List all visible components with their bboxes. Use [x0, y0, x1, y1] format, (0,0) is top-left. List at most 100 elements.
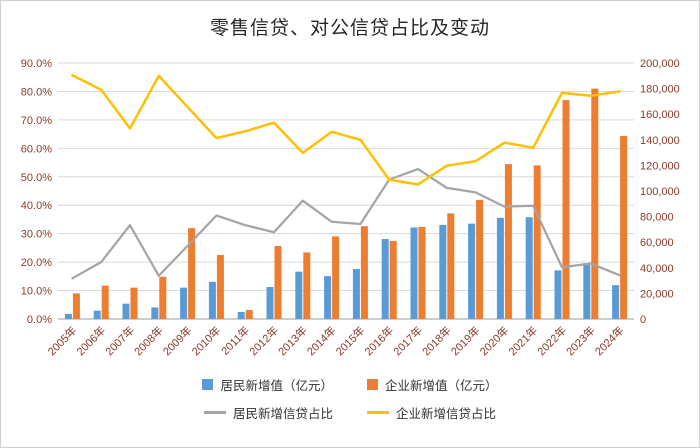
- legend-marker-resident-line-icon: [203, 411, 226, 414]
- bar-resident-new-value: [468, 223, 476, 319]
- x-axis-category-label: 2013年: [275, 323, 310, 358]
- line-corporate-credit-share: [71, 73, 621, 186]
- left-axis-tick-label: 80.0%: [21, 86, 52, 98]
- right-axis-tick-label: 140,000: [640, 135, 680, 147]
- x-axis-category-label: 2017年: [390, 323, 425, 358]
- bar-corporate-new-value: [159, 276, 167, 319]
- bar-resident-new-value: [180, 287, 188, 319]
- x-axis-category-label: 2022年: [534, 323, 569, 358]
- legend-item-corporate-share: 企业新增信贷占比: [367, 403, 496, 422]
- legend: 居民新增值（亿元） 企业新增值（亿元） 居民新增信贷占比 企业新增信贷占比: [1, 375, 699, 422]
- bar-resident-new-value: [122, 303, 130, 319]
- bar-corporate-new-value: [216, 255, 224, 319]
- x-axis-category-label: 2012年: [246, 323, 281, 358]
- right-axis-tick-label: 120,000: [640, 160, 680, 172]
- left-axis-tick-label: 50.0%: [21, 172, 52, 184]
- right-axis-tick-label: 160,000: [640, 109, 680, 121]
- bar-corporate-new-value: [562, 100, 570, 320]
- bar-resident-new-value: [439, 224, 447, 319]
- legend-item-resident-new-value: 居民新增值（亿元）: [202, 375, 333, 394]
- bar-corporate-new-value: [418, 226, 426, 319]
- x-axis-category-label: 2019年: [448, 323, 483, 358]
- bar-resident-new-value: [64, 313, 72, 319]
- left-axis-tick-label: 90.0%: [21, 58, 52, 70]
- x-axis-category-label: 2016年: [361, 323, 396, 358]
- left-axis-tick-label: 60.0%: [21, 143, 52, 155]
- bar-corporate-new-value: [620, 135, 628, 319]
- right-axis-tick-label: 20,000: [640, 288, 674, 300]
- legend-label-corporate-share: 企业新增信贷占比: [396, 407, 497, 421]
- bar-resident-new-value: [237, 311, 245, 319]
- bar-corporate-new-value: [72, 293, 80, 319]
- right-axis-tick-label: 100,000: [640, 186, 680, 198]
- x-axis-category-label: 2010年: [189, 323, 224, 358]
- x-axis-category-label: 2020年: [477, 323, 512, 358]
- right-axis-tick-label: 80,000: [640, 212, 674, 224]
- left-axis-tick-label: 20.0%: [21, 257, 52, 269]
- right-axis-tick-label: 0: [640, 314, 646, 326]
- x-axis-category-label: 2024年: [592, 323, 627, 358]
- bar-resident-new-value: [151, 307, 159, 319]
- left-axis-tick-label: 30.0%: [21, 229, 52, 241]
- right-axis-tick-label: 40,000: [640, 263, 674, 275]
- bar-corporate-new-value: [101, 285, 109, 319]
- bar-corporate-new-value: [274, 246, 282, 319]
- bar-corporate-new-value: [130, 287, 138, 319]
- x-axis-category-label: 2014年: [304, 323, 339, 358]
- legend-marker-corporate-line-icon: [367, 411, 389, 414]
- bar-resident-new-value: [612, 285, 620, 319]
- legend-item-corporate-new-value: 企业新增值（亿元）: [367, 375, 498, 394]
- x-axis-category-label: 2007年: [102, 323, 137, 358]
- bar-resident-new-value: [352, 269, 360, 319]
- x-axis-category-label: 2009年: [160, 323, 195, 358]
- bar-resident-new-value: [496, 217, 504, 319]
- x-axis-category-label: 2008年: [131, 323, 166, 358]
- bar-corporate-new-value: [476, 199, 484, 319]
- bar-resident-new-value: [525, 217, 533, 319]
- bar-resident-new-value: [324, 276, 332, 319]
- legend-item-resident-share: 居民新增信贷占比: [203, 403, 333, 422]
- bar-resident-new-value: [381, 239, 389, 319]
- legend-label-resident-share: 居民新增信贷占比: [232, 407, 333, 421]
- x-axis-category-label: 2018年: [419, 323, 454, 358]
- left-axis-tick-label: 10.0%: [21, 286, 52, 298]
- bar-corporate-new-value: [591, 88, 599, 319]
- bar-resident-new-value: [410, 227, 418, 319]
- bar-resident-new-value: [295, 271, 303, 319]
- bar-resident-new-value: [266, 287, 274, 319]
- legend-row-lines: 居民新增信贷占比 企业新增信贷占比: [203, 403, 496, 422]
- right-axis-tick-label: 180,000: [640, 84, 680, 96]
- bar-corporate-new-value: [533, 165, 541, 319]
- x-axis-category-label: 2006年: [73, 323, 108, 358]
- legend-row-bars: 居民新增值（亿元） 企业新增值（亿元）: [202, 375, 498, 394]
- line-resident-credit-share: [71, 167, 621, 280]
- x-axis-category-label: 2015年: [333, 323, 368, 358]
- bar-corporate-new-value: [504, 164, 512, 319]
- legend-label-corporate-new-value: 企业新增值（亿元）: [385, 379, 498, 393]
- legend-label-resident-new-value: 居民新增值（亿元）: [220, 379, 333, 393]
- bar-resident-new-value: [554, 270, 562, 319]
- right-axis-tick-label: 200,000: [640, 58, 680, 70]
- bar-corporate-new-value: [447, 213, 455, 319]
- bar-corporate-new-value: [389, 240, 397, 319]
- x-axis-category-label: 2023年: [563, 323, 598, 358]
- right-axis-tick-label: 60,000: [640, 237, 674, 249]
- left-axis-tick-label: 0.0%: [27, 314, 52, 326]
- bar-resident-new-value: [208, 281, 216, 319]
- x-axis-category-label: 2011年: [218, 323, 252, 357]
- bar-corporate-new-value: [303, 252, 311, 319]
- left-axis-tick-label: 40.0%: [21, 200, 52, 212]
- bar-corporate-new-value: [332, 236, 340, 319]
- legend-marker-corporate-bar-icon: [367, 379, 378, 390]
- bar-corporate-new-value: [245, 310, 253, 319]
- legend-marker-resident-bar-icon: [202, 379, 214, 390]
- x-axis-category-label: 2005年: [45, 323, 80, 358]
- chart-title: 零售信贷、对公信贷占比及变动: [209, 18, 490, 39]
- bar-resident-new-value: [583, 263, 591, 319]
- x-axis-category-label: 2021年: [505, 323, 540, 358]
- bar-corporate-new-value: [360, 226, 368, 319]
- bar-corporate-new-value: [188, 228, 196, 319]
- left-axis-tick-label: 70.0%: [21, 115, 52, 127]
